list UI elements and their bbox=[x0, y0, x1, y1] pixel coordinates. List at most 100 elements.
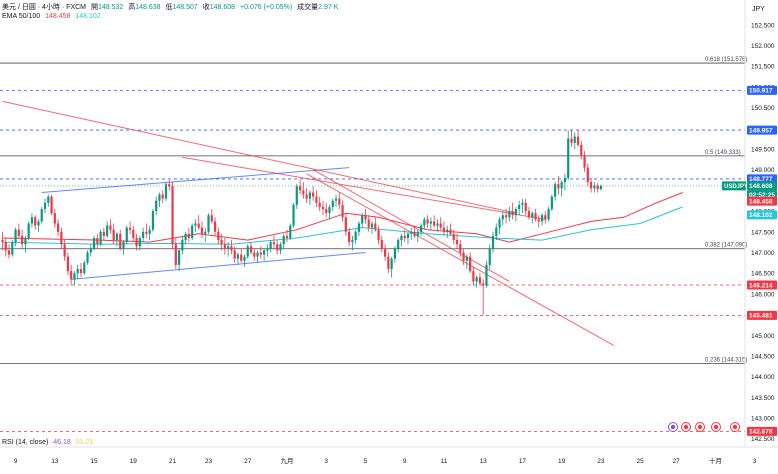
us-flag-event-icon-dot bbox=[697, 424, 703, 430]
candle-body bbox=[63, 244, 66, 257]
candle-body bbox=[416, 231, 419, 236]
candle-body bbox=[544, 215, 547, 220]
candle-body bbox=[92, 237, 96, 249]
ema100-line bbox=[2, 206, 683, 245]
candle-body bbox=[96, 237, 99, 245]
candle-body bbox=[279, 244, 282, 251]
candle-body bbox=[138, 237, 141, 247]
candle-body bbox=[11, 242, 14, 255]
candle-body bbox=[321, 206, 325, 210]
candle-body bbox=[155, 200, 158, 212]
trend-line[interactable] bbox=[306, 173, 615, 347]
candle-body bbox=[397, 240, 400, 249]
candle-body bbox=[246, 246, 249, 257]
y-tick-label: 144.500 bbox=[751, 353, 775, 360]
last-price-tag: 148.608 bbox=[749, 183, 773, 190]
candle-body bbox=[197, 223, 200, 228]
rsi-legend[interactable]: RSI (14, close) 46.18 51.21 bbox=[2, 439, 96, 446]
candle-body bbox=[485, 264, 488, 286]
x-tick-label: 25 bbox=[637, 458, 645, 465]
trend-line[interactable] bbox=[71, 251, 366, 280]
candle-body bbox=[276, 244, 279, 251]
candle-body bbox=[318, 202, 321, 207]
candle-body bbox=[524, 202, 527, 212]
volume-value: 2.97 K bbox=[318, 4, 339, 11]
symbol-legend[interactable]: 美元 / 日圓 · 4小時 · FXCM 開148.532 高148.638 低… bbox=[2, 2, 341, 12]
candle-body bbox=[128, 227, 132, 230]
candle-body bbox=[21, 235, 24, 245]
candle-body bbox=[570, 138, 573, 143]
candle-body bbox=[547, 209, 550, 220]
candle-body bbox=[102, 231, 105, 236]
y-tick-label: 142.500 bbox=[751, 436, 775, 443]
ema50-value: 148.458 bbox=[45, 13, 71, 20]
candle-body bbox=[164, 184, 168, 199]
currency-label: JPY bbox=[752, 6, 765, 13]
candle-body bbox=[557, 184, 560, 189]
level-price-tag: 145.481 bbox=[749, 313, 773, 320]
rsi-value-2: 51.21 bbox=[75, 439, 94, 446]
candle-body bbox=[83, 262, 86, 274]
candle-body bbox=[315, 196, 318, 203]
candle-body bbox=[308, 192, 311, 199]
x-tick-label: 27 bbox=[673, 458, 681, 465]
candle-body bbox=[289, 225, 292, 238]
candle-body bbox=[109, 225, 112, 230]
low-label: 低 bbox=[165, 4, 173, 11]
candle-body bbox=[158, 194, 161, 201]
trend-line[interactable] bbox=[2, 100, 516, 214]
candle-body bbox=[217, 231, 220, 241]
candle-body bbox=[17, 229, 20, 236]
candle-body bbox=[383, 248, 387, 257]
candle-body bbox=[233, 250, 236, 259]
candle-body bbox=[410, 231, 413, 234]
candle-body bbox=[4, 242, 7, 251]
candle-body bbox=[249, 246, 253, 253]
ema50-price-tag-bg bbox=[747, 196, 777, 206]
trend-line[interactable] bbox=[41, 167, 350, 193]
candle-body bbox=[220, 240, 223, 245]
candle-body bbox=[465, 256, 468, 261]
candle-body bbox=[413, 231, 416, 236]
x-tick-label: 23 bbox=[597, 458, 605, 465]
candle-body bbox=[354, 231, 357, 241]
change-value: +0.076 (+0.05%) bbox=[240, 4, 293, 11]
candle-body bbox=[400, 235, 403, 241]
candle-body bbox=[174, 244, 177, 265]
x-tick-label: 9 bbox=[403, 458, 407, 465]
candle-body bbox=[200, 227, 204, 234]
candle-body bbox=[132, 229, 135, 238]
high-label: 高 bbox=[128, 4, 136, 11]
ema-legend[interactable]: EMA 50/100 148.458 148.102 bbox=[2, 13, 104, 20]
candle-body bbox=[70, 271, 73, 280]
us-flag-event-icon-dot bbox=[683, 424, 689, 430]
candle-body bbox=[285, 235, 289, 238]
candle-body bbox=[459, 244, 462, 253]
candle-body bbox=[99, 231, 102, 245]
candle-body bbox=[334, 198, 338, 201]
symbol-title[interactable]: 美元 / 日圓 · 4小時 · FXCM bbox=[2, 4, 86, 11]
trend-line[interactable] bbox=[182, 156, 546, 220]
open-value: 148.532 bbox=[97, 4, 124, 11]
y-tick-label: 144.000 bbox=[751, 374, 775, 381]
x-tick-label: 23 bbox=[205, 458, 213, 465]
candle-body bbox=[142, 231, 145, 238]
candle-body bbox=[429, 221, 432, 224]
candle-body bbox=[521, 202, 524, 205]
y-tick-label: 151.500 bbox=[751, 64, 775, 71]
candle-body bbox=[24, 237, 27, 245]
candle-body bbox=[540, 215, 544, 222]
candle-body bbox=[66, 256, 69, 272]
candle-body bbox=[263, 250, 266, 255]
candle-body bbox=[426, 219, 429, 224]
fib-level-label: 0.236 (144.315) bbox=[705, 358, 747, 364]
candle-body bbox=[593, 185, 596, 189]
y-tick-label: 145.000 bbox=[751, 333, 775, 340]
candle-body bbox=[462, 252, 465, 261]
candle-body bbox=[531, 213, 534, 218]
candle-body bbox=[243, 256, 246, 261]
candle-body bbox=[227, 246, 230, 249]
